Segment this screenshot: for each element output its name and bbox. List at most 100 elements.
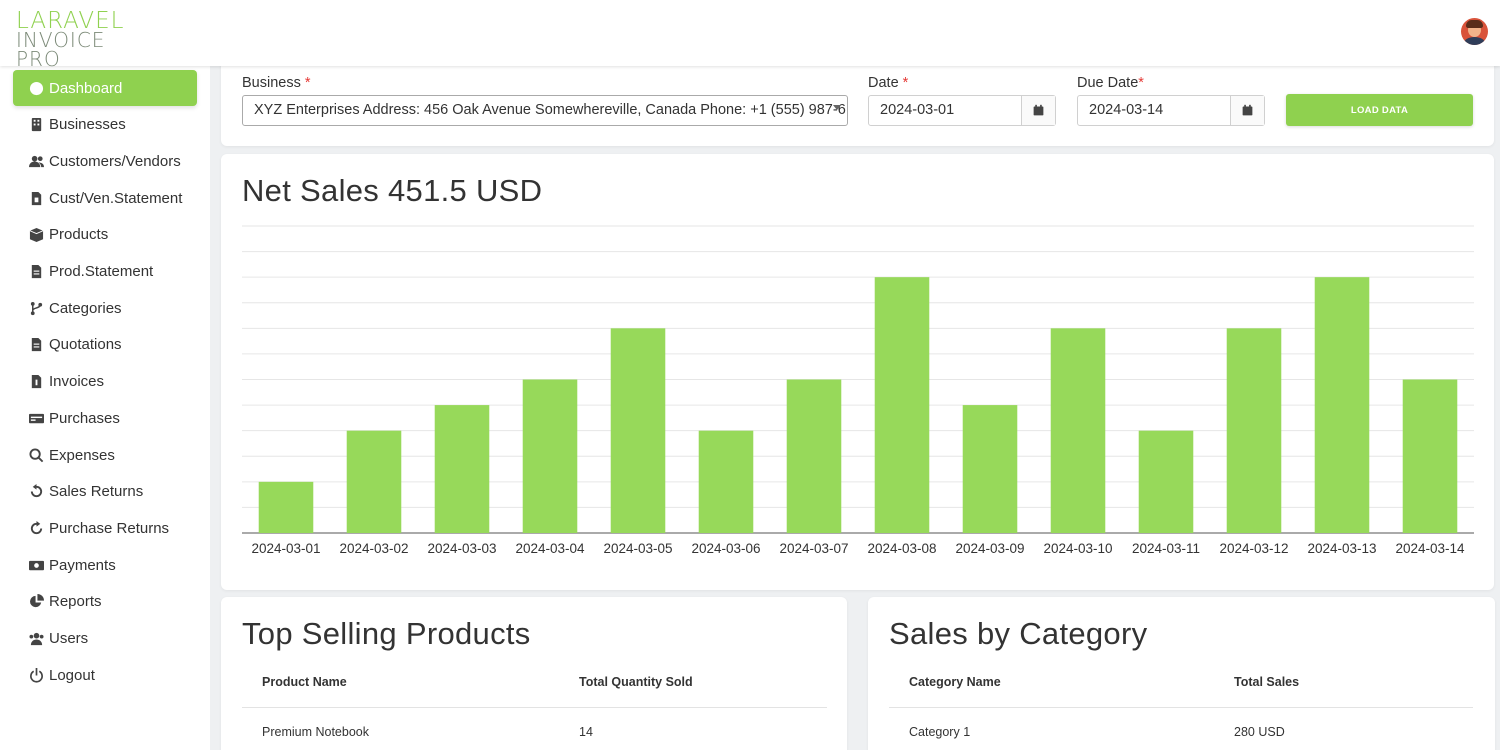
sales-by-category-card: Sales by Category Category Name Total Sa… (868, 597, 1495, 750)
column-header: Total Quantity Sold (579, 675, 693, 689)
x-tick-label: 2024-03-14 (1395, 541, 1465, 556)
due-date-value: 2024-03-14 (1089, 102, 1164, 118)
chart-bar[interactable] (1314, 277, 1370, 533)
power-icon (28, 667, 44, 683)
calendar-icon[interactable] (1230, 96, 1264, 125)
sidebar-item-label: Purchases (49, 409, 120, 427)
due-date-label: Due Date* (1077, 75, 1144, 91)
money-icon (28, 557, 44, 573)
net-sales-chart: 2024-03-01 2024-03-02 2024-03-03 2024-03-04… (242, 225, 1474, 556)
chart-bar[interactable] (258, 481, 314, 533)
users-icon (28, 631, 44, 647)
sidebar-item-label: Invoices (49, 373, 105, 391)
sidebar-item-label: Dashboard (49, 79, 123, 97)
filter-panel: Business * XYZ Enterprises Address: 456 … (221, 62, 1494, 146)
chart-bar[interactable] (522, 379, 578, 534)
sidebar-item-quotations[interactable]: Quotations (13, 327, 197, 363)
chart-bar[interactable] (1050, 328, 1106, 533)
table-cell: Category 1 (909, 725, 971, 739)
table-cell: Premium Notebook (262, 725, 369, 739)
sidebar-item-label: Cust/Ven.Statement (49, 189, 183, 207)
x-tick-label: 2024-03-02 (339, 541, 408, 556)
sidebar-item-label: Prod.Statement (49, 263, 154, 280)
sidebar-item-prod-statement[interactable]: Prod.Statement (13, 254, 197, 290)
chart-bar[interactable] (1226, 328, 1282, 533)
logo-line-2: INVOICE PRO (16, 28, 106, 71)
calendar-icon[interactable] (1021, 96, 1055, 125)
user-avatar[interactable] (1461, 18, 1488, 45)
box-icon (28, 227, 44, 243)
invoice-icon (28, 374, 44, 390)
x-tick-label: 2024-03-05 (603, 541, 672, 556)
chart-bar[interactable] (1402, 379, 1458, 534)
x-tick-label: 2024-03-08 (867, 541, 936, 556)
logo-line-1: LARAVEL (16, 8, 125, 34)
chart-bar[interactable] (610, 328, 666, 533)
sidebar-item-label: Quotations (49, 336, 122, 354)
sidebar-item-reports[interactable]: Reports (13, 584, 197, 620)
business-select[interactable]: XYZ Enterprises Address: 456 Oak Avenue … (242, 95, 848, 126)
top-products-card: Top Selling Products Product Name Total … (221, 597, 847, 750)
pie-chart-icon (28, 594, 44, 610)
top-products-title: Top Selling Products (242, 616, 531, 651)
redo-icon (28, 520, 44, 536)
chevron-down-icon (833, 105, 841, 110)
x-tick-label: 2024-03-11 (1132, 541, 1200, 556)
x-tick-label: 2024-03-12 (1219, 541, 1288, 556)
sidebar-item-businesses[interactable]: Businesses (13, 107, 197, 143)
x-tick-label: 2024-03-06 (691, 541, 760, 556)
chart-bar[interactable] (698, 430, 754, 533)
sidebar-item-users[interactable]: Users (13, 621, 197, 657)
sidebar-item-label: Businesses (49, 116, 126, 134)
building-icon (28, 117, 44, 133)
sidebar-item-dashboard[interactable]: Dashboard (13, 70, 197, 106)
sidebar-item-label: Products (49, 226, 109, 244)
sidebar-item-label: Customers/Vendors (49, 152, 181, 170)
sidebar-item-label: Logout (49, 666, 95, 684)
date-value: 2024-03-01 (880, 102, 955, 118)
sidebar-item-payments[interactable]: Payments (13, 547, 197, 583)
chart-bar[interactable] (786, 379, 842, 534)
net-sales-title: Net Sales 451.5 USD (242, 173, 543, 208)
chart-bar[interactable] (874, 277, 930, 533)
sidebar-item-label: Categories (49, 299, 122, 317)
undo-icon (28, 484, 44, 500)
x-tick-label: 2024-03-10 (1043, 541, 1112, 556)
sidebar-item-label: Users (49, 630, 89, 647)
chart-bar[interactable] (1138, 430, 1194, 533)
app-logo[interactable]: LARAVEL INVOICE PRO (16, 8, 151, 71)
sidebar-item-sales-returns[interactable]: Sales Returns (13, 474, 197, 510)
divider (889, 707, 1473, 708)
sidebar-item-purchase-returns[interactable]: Purchase Returns (13, 510, 197, 546)
sidebar-item-cust-ven-statement[interactable]: Cust/Ven.Statement (13, 180, 197, 216)
sidebar-item-products[interactable]: Products (13, 217, 197, 253)
load-data-button[interactable]: LOAD DATA (1286, 94, 1473, 126)
column-header: Product Name (262, 675, 347, 689)
chart-bar[interactable] (346, 430, 402, 533)
top-bar: LARAVEL INVOICE PRO (0, 0, 1500, 71)
sidebar-item-label: Payments (49, 556, 116, 574)
column-header: Total Sales (1234, 675, 1300, 689)
sidebar-item-label: Purchase Returns (49, 519, 170, 537)
sidebar-item-logout[interactable]: Logout (13, 657, 197, 693)
x-tick-label: 2024-03-03 (427, 541, 496, 556)
due-date-input[interactable]: 2024-03-14 (1077, 95, 1265, 126)
sidebar-item-label: Expenses (49, 446, 115, 464)
x-tick-label: 2024-03-07 (779, 541, 848, 556)
card-icon (28, 410, 44, 426)
x-tick-label: 2024-03-09 (955, 541, 1024, 556)
dashboard-icon (28, 80, 44, 96)
sidebar-item-purchases[interactable]: Purchases (13, 400, 197, 436)
table-cell: 14 (579, 725, 593, 739)
sidebar-item-invoices[interactable]: Invoices (13, 364, 197, 400)
sidebar-item-label: Sales Returns (49, 483, 144, 501)
chart-bar[interactable] (962, 405, 1018, 533)
branch-icon (28, 300, 44, 316)
sidebar-item-categories[interactable]: Categories (13, 290, 197, 326)
sidebar-item-customers-vendors[interactable]: Customers/Vendors (13, 143, 197, 179)
date-input[interactable]: 2024-03-01 (868, 95, 1056, 126)
file-icon (28, 190, 44, 206)
sidebar-item-expenses[interactable]: Expenses (13, 437, 197, 473)
chart-bar[interactable] (434, 405, 490, 533)
document-icon (28, 264, 44, 280)
